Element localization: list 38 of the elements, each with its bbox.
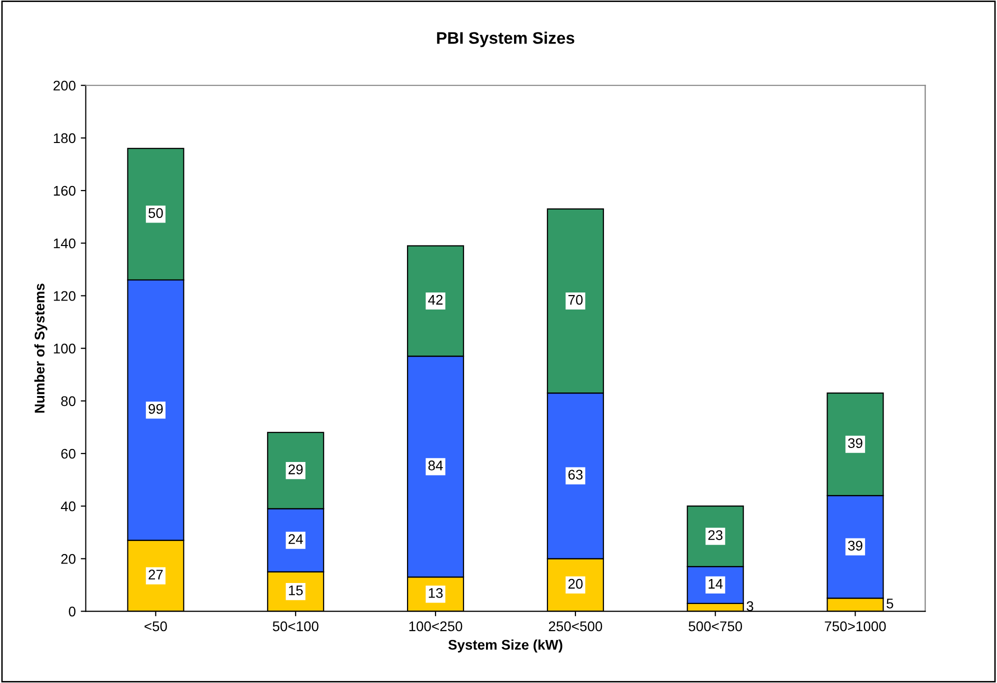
chart-title: PBI System Sizes (437, 32, 574, 48)
y-tick-label: 160 (54, 186, 76, 196)
x-tick-label: 500<750 (688, 621, 742, 632)
y-tick-label: 180 (54, 133, 76, 144)
data-label: 23 (708, 530, 722, 540)
y-tick-label: 120 (54, 291, 76, 301)
data-label: 3 (746, 601, 754, 612)
x-tick-label: 100<250 (409, 621, 462, 632)
data-label: 13 (428, 588, 443, 598)
data-label: 5 (886, 598, 894, 608)
x-tick-label: 50<100 (272, 621, 318, 632)
y-tick-label: 40 (60, 501, 76, 512)
data-label: 42 (428, 294, 443, 305)
x-tick-label: 750>1000 (824, 621, 886, 632)
y-tick-label: 140 (54, 238, 76, 248)
data-label: 14 (708, 579, 723, 589)
y-tick-label: 200 (54, 80, 76, 91)
x-axis-title: System Size (kW) (448, 640, 562, 652)
y-axis-title: Number of Systems (34, 284, 48, 413)
data-label: 20 (568, 578, 583, 589)
y-tick-label: 60 (61, 448, 76, 459)
data-label: 50 (148, 208, 163, 218)
data-label: 99 (148, 404, 163, 414)
data-label: 15 (288, 586, 303, 596)
data-label: 29 (288, 464, 303, 474)
x-tick-label: <50 (144, 621, 167, 632)
data-label: 70 (568, 294, 583, 305)
data-label: 27 (148, 570, 163, 580)
data-label: 63 (568, 470, 583, 480)
data-label: 39 (848, 438, 862, 448)
x-tick-label: 250<500 (548, 621, 602, 632)
y-tick-label: 80 (61, 396, 76, 406)
data-label: 84 (428, 460, 443, 470)
y-tick-label: 100 (54, 344, 76, 354)
y-tick-label: 0 (68, 606, 76, 616)
data-label: 39 (848, 540, 862, 551)
data-label: 24 (288, 534, 303, 544)
y-tick-label: 20 (61, 554, 76, 564)
